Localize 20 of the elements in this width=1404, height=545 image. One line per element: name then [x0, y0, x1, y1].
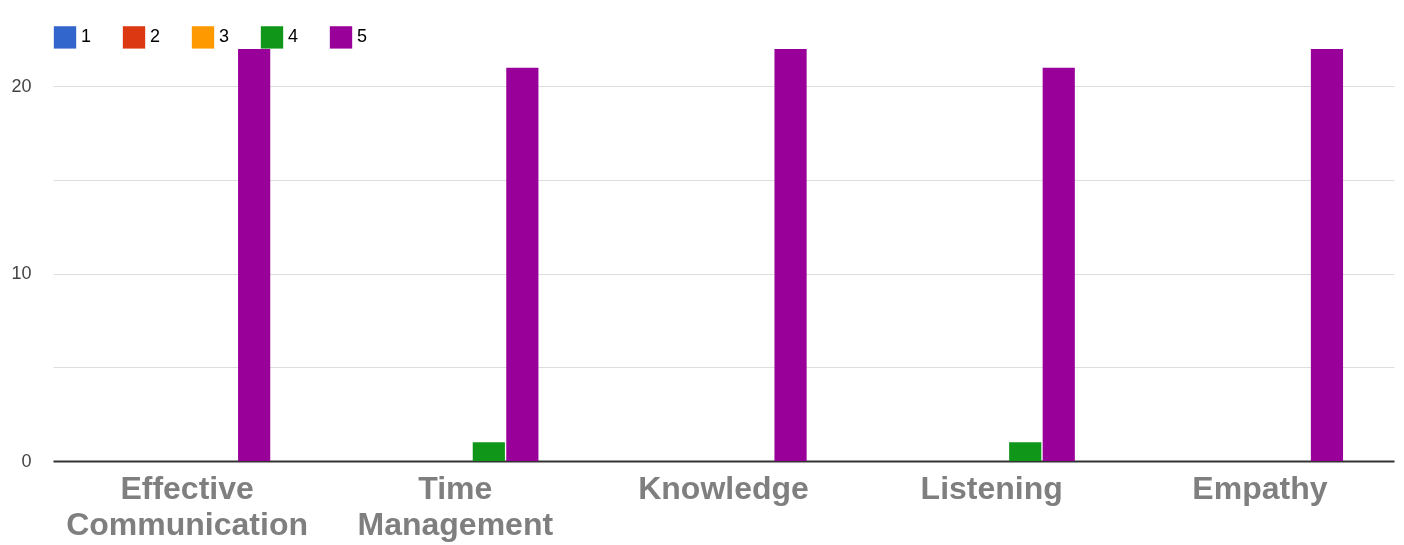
x-tick-label: Time Management — [357, 469, 554, 542]
x-tick-label: Listening — [920, 469, 1063, 506]
bar — [1009, 442, 1042, 461]
legend-label: 1 — [81, 26, 92, 47]
bar — [238, 49, 271, 461]
bar — [774, 49, 807, 461]
y-tick-label: 0 — [21, 450, 32, 471]
y-tick-label: 10 — [11, 263, 32, 284]
y-tick-label: 20 — [11, 75, 32, 96]
bar — [506, 67, 539, 461]
x-tick-label: Effective Communication — [66, 469, 308, 542]
x-tick-label: Empathy — [1192, 469, 1328, 506]
bar — [1042, 67, 1075, 461]
legend-label: 2 — [150, 26, 161, 47]
legend-label: 4 — [288, 26, 299, 47]
bar — [472, 442, 505, 461]
x-tick-label: Knowledge — [638, 469, 809, 506]
legend-label: 3 — [219, 26, 230, 47]
legend-label: 5 — [357, 26, 368, 47]
bar — [1310, 49, 1344, 461]
